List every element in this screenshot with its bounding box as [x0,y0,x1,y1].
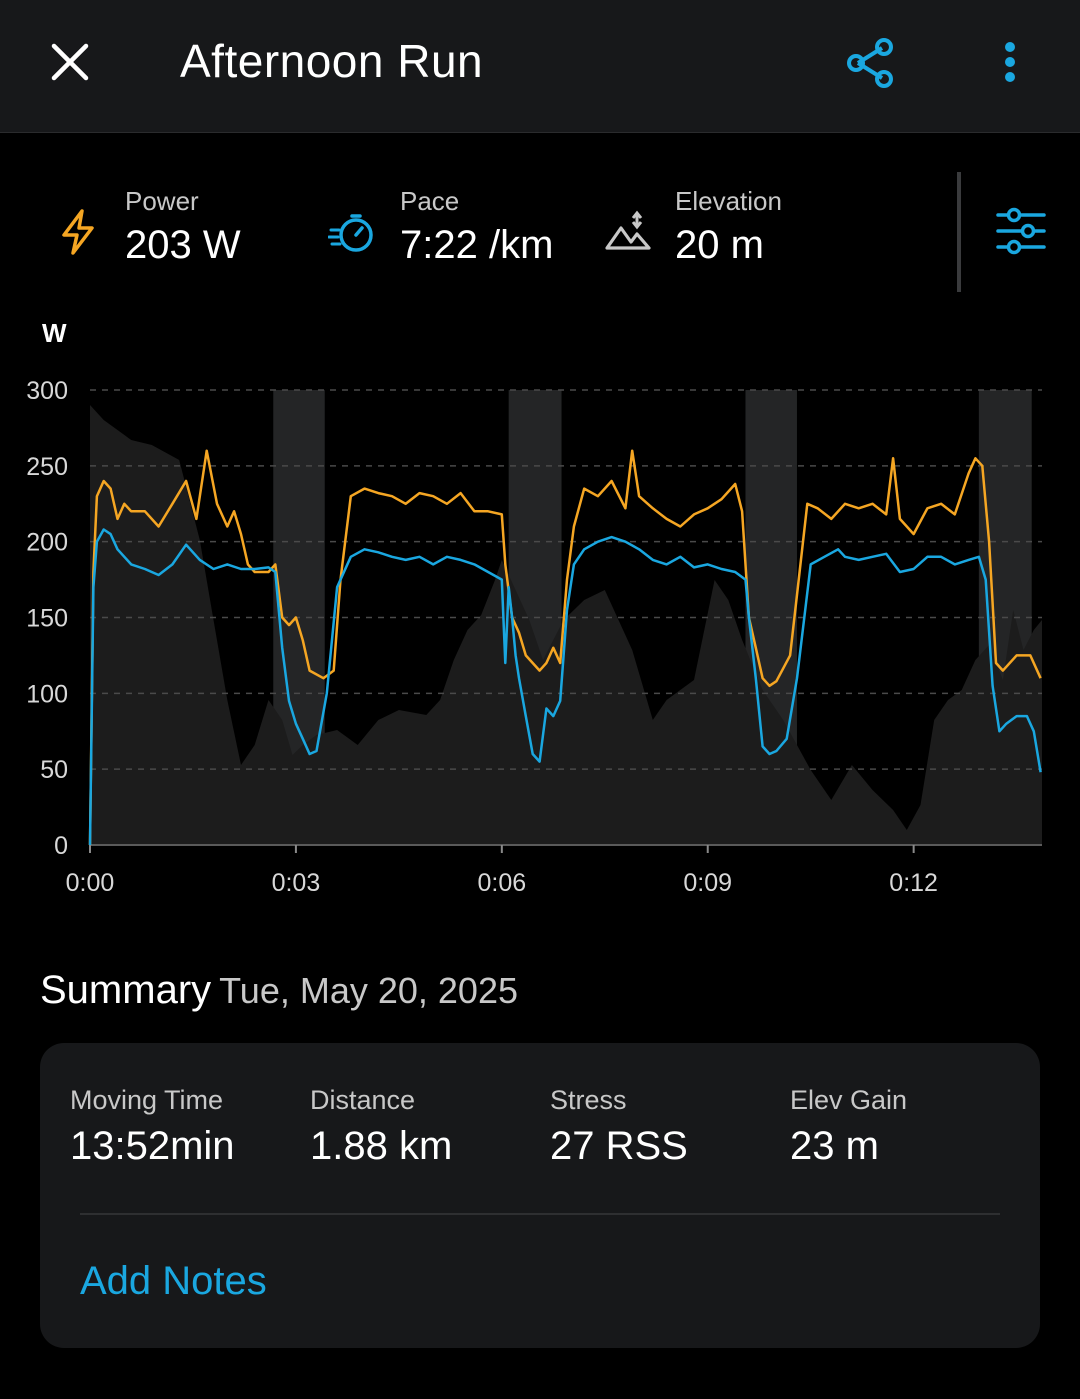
lightning-icon [58,208,98,261]
summary-date: Tue, May 20, 2025 [219,970,518,1011]
top-app-bar: Afternoon Run [0,0,1080,133]
y-tick-label: 300 [26,377,68,405]
summary-card: Moving Time 13:52min Distance 1.88 km St… [40,1043,1040,1348]
metric-label: Pace [400,186,460,216]
summary-heading: Summary Tue, May 20, 2025 [40,968,518,1013]
more-vertical-icon[interactable] [990,38,1030,88]
power-pace-chart[interactable]: W 0 50 100 150 200 250 300 0:00 0:03 0:06 0:09 0:1… [0,300,1080,920]
metrics-divider [957,172,961,292]
stat-label: Moving Time [70,1085,224,1115]
stat-moving-time: Moving Time 13:52min [70,1085,235,1169]
y-axis-unit: W [42,318,67,348]
stat-value: 27 RSS [550,1124,688,1168]
card-divider [80,1213,1000,1215]
page-title: Afternoon Run [180,35,484,87]
x-tick-label: 0:09 [683,869,732,897]
stat-label: Elev Gain [790,1085,908,1115]
stat-stress: Stress 27 RSS [550,1085,688,1169]
x-tick-label: 0:06 [477,869,526,897]
metric-pace[interactable]: Pace 7:22 /km [400,186,553,268]
y-tick-label: 50 [40,756,68,784]
metric-label: Elevation [675,186,782,216]
stat-elev-gain: Elev Gain 23 m [790,1085,907,1169]
stopwatch-icon [327,210,378,261]
stat-label: Stress [550,1085,627,1115]
sliders-icon[interactable] [996,206,1046,256]
stat-value: 1.88 km [310,1124,453,1168]
metric-value: 20 m [675,223,764,267]
add-notes-button[interactable]: Add Notes [80,1259,267,1303]
metric-power[interactable]: Power 203 W [125,186,241,268]
pace-series-line [88,528,1042,846]
share-icon[interactable] [842,34,900,92]
metric-value: 203 W [125,223,241,267]
y-tick-label: 250 [26,453,68,481]
y-tick-label: 0 [54,832,68,860]
metric-label: Power [125,186,199,216]
mountain-icon [604,210,652,259]
stat-value: 23 m [790,1124,879,1168]
y-tick-label: 150 [26,605,68,633]
stat-value: 13:52min [70,1124,235,1168]
y-tick-label: 200 [26,529,68,557]
power-series-line [88,449,1042,846]
x-tick-label: 0:00 [66,869,115,897]
stat-distance: Distance 1.88 km [310,1085,452,1169]
metric-elevation[interactable]: Elevation 20 m [675,186,782,268]
stat-label: Distance [310,1085,416,1115]
x-tick-label: 0:03 [272,869,321,897]
x-tick-label: 0:12 [889,869,938,897]
summary-title: Summary [40,968,212,1012]
metric-value: 7:22 /km [400,223,554,267]
y-tick-label: 100 [26,680,68,708]
close-icon[interactable] [44,36,96,88]
